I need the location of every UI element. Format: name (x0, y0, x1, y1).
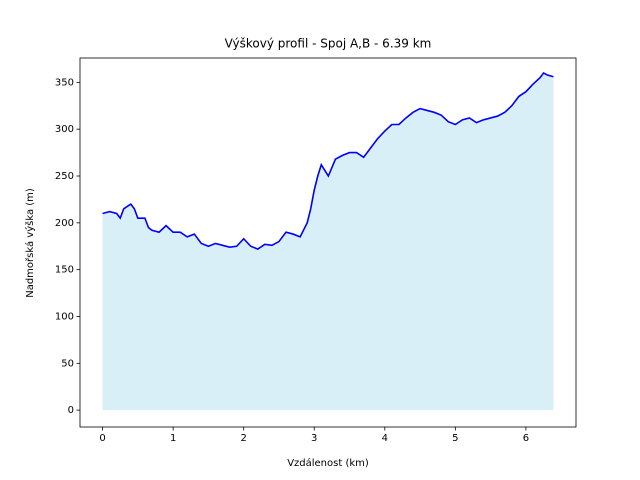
x-axis-label: Vzdálenost (km) (287, 457, 369, 469)
x-tick-label: 0 (99, 433, 105, 444)
y-tick-label: 50 (61, 358, 74, 369)
y-axis-label: Nadmořská výška (m) (24, 188, 36, 298)
plot-frame (79, 57, 577, 428)
y-tick-label: 200 (55, 218, 74, 229)
x-tick-label: 6 (523, 433, 529, 444)
area (102, 72, 554, 411)
y-tick-label: 150 (55, 265, 74, 276)
y-tick-label: 250 (55, 171, 74, 182)
x-tick-label: 5 (452, 433, 458, 444)
y-tick-label: 300 (55, 124, 74, 135)
chart-title: Výškový profil - Spoj A,B - 6.39 km (225, 37, 432, 51)
x-tick-label: 1 (170, 433, 176, 444)
y-tick-label: 0 (68, 405, 74, 416)
x-tick-label: 3 (311, 433, 317, 444)
x-tick-label: 4 (382, 433, 388, 444)
line (102, 71, 554, 250)
y-tick-label: 100 (55, 311, 74, 322)
x-tick-label: 2 (240, 433, 246, 444)
y-tick-label: 350 (55, 77, 74, 88)
